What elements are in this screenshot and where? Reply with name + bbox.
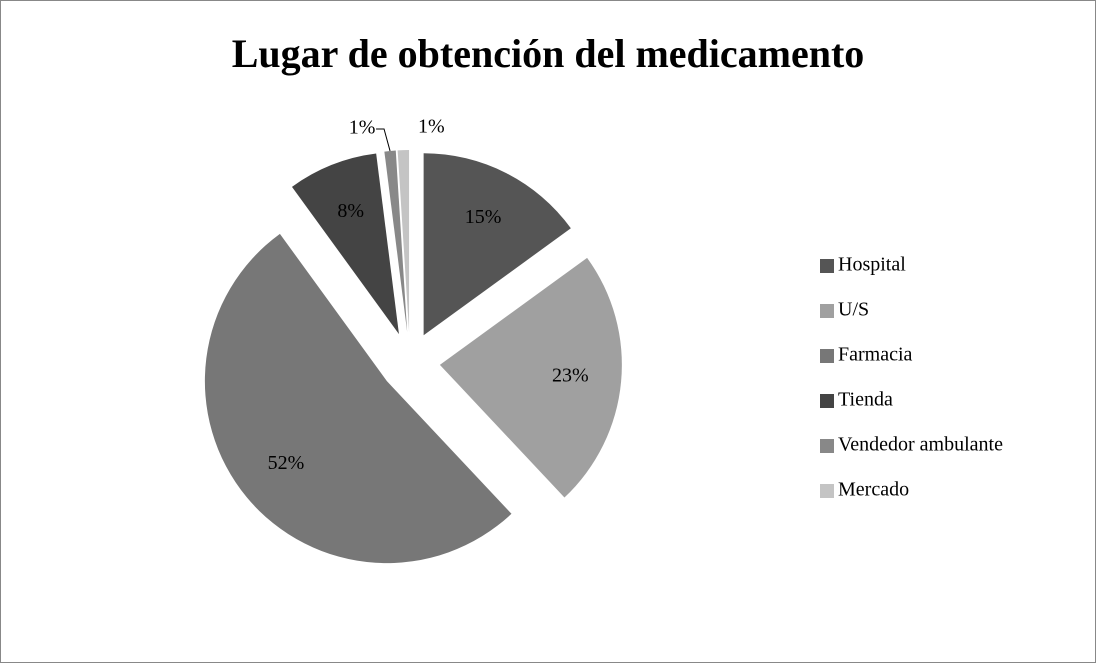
legend-label: Vendedor ambulante (838, 434, 1003, 456)
data-label: 23% (552, 365, 589, 387)
legend-swatch (820, 304, 834, 318)
pie-slice (397, 150, 410, 333)
data-label: 52% (268, 452, 305, 474)
legend-swatch (820, 484, 834, 498)
chart-title: Lugar de obtención del medicamento (232, 31, 865, 76)
legend-swatch (820, 394, 834, 408)
pie-slice (439, 257, 622, 498)
pie-slice (291, 153, 399, 335)
leader-line (376, 128, 391, 152)
legend-swatch (820, 439, 834, 453)
legend-label: Tienda (838, 389, 893, 411)
data-label: 1% (418, 116, 445, 138)
data-label: 8% (337, 200, 364, 222)
data-label: 15% (465, 206, 502, 228)
pie-slice (204, 233, 512, 564)
legend-label: Mercado (838, 479, 909, 501)
data-label: 1% (349, 117, 376, 139)
pie-slice (423, 153, 571, 336)
legend-label: U/S (838, 299, 869, 321)
legend-swatch (820, 349, 834, 363)
pie-slice (384, 150, 408, 333)
legend-label: Hospital (838, 254, 906, 276)
legend-label: Farmacia (838, 344, 913, 366)
legend-swatch (820, 259, 834, 273)
